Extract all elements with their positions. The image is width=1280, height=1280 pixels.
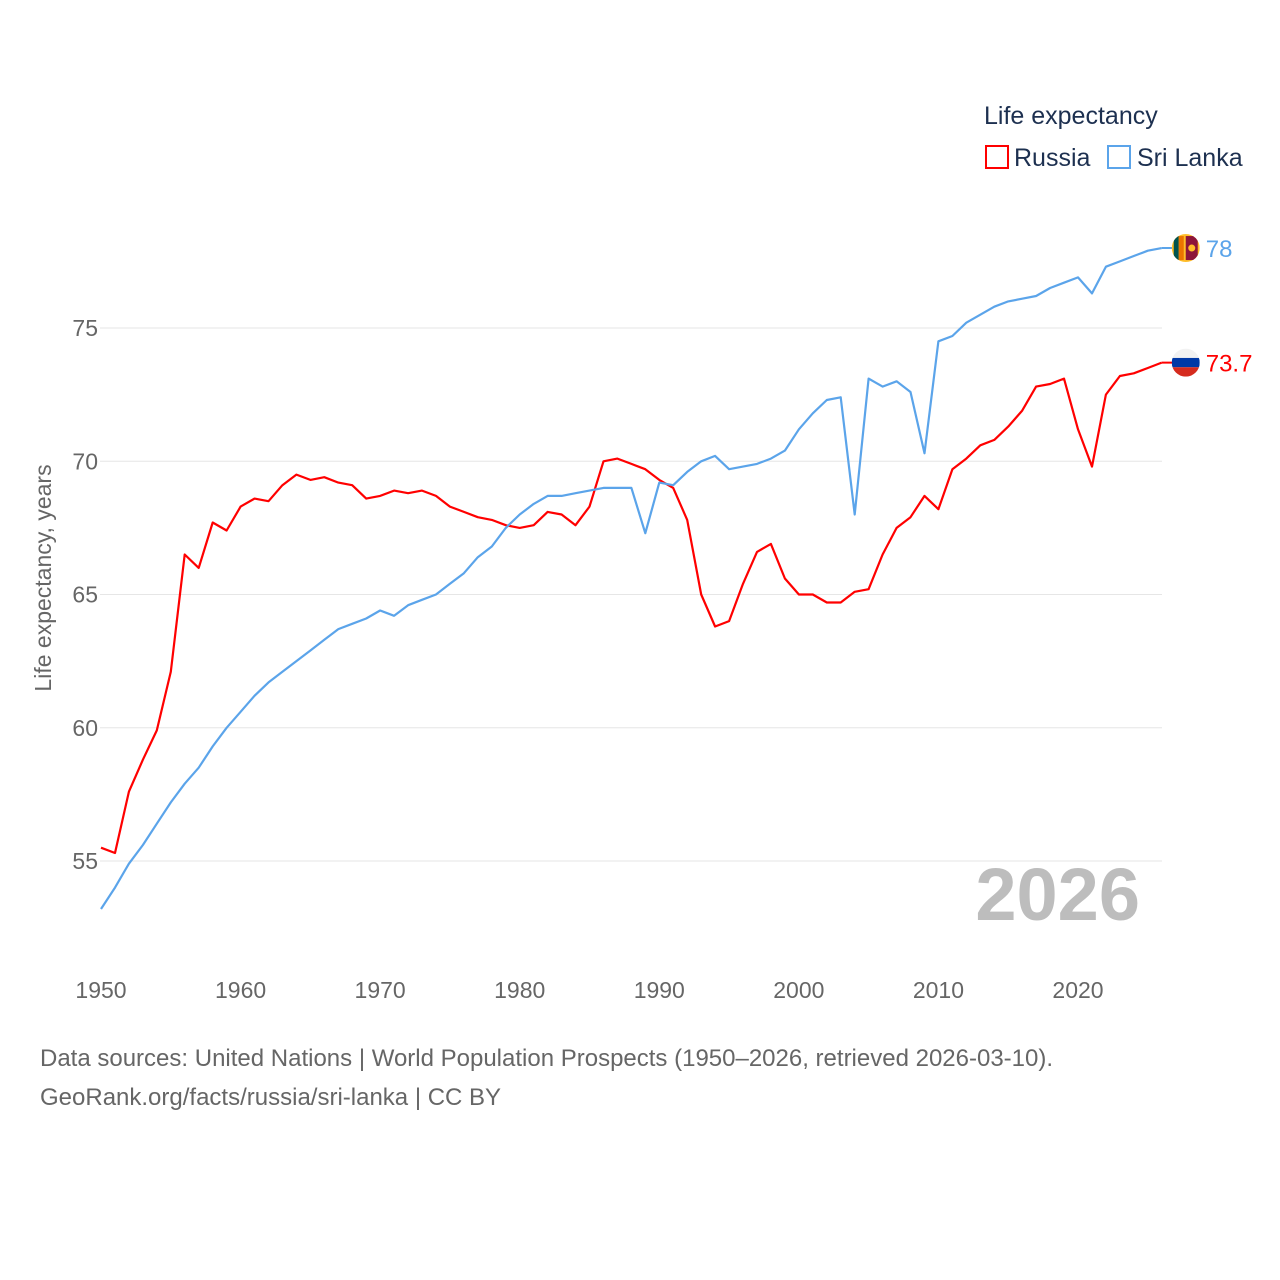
x-tick-label: 2010 [913, 977, 964, 1003]
flag-body [1171, 348, 1200, 377]
y-tick-label: 65 [72, 582, 98, 608]
flag-body [1171, 234, 1200, 263]
legend-swatch-sri-lanka [1107, 145, 1131, 169]
flag-stripe-blue [1171, 357, 1200, 368]
end-labels: 73.7 78 [1161, 234, 1253, 378]
x-tick-label: 1960 [215, 977, 266, 1003]
year-watermark: 2026 [975, 853, 1140, 936]
flag-green [1173, 236, 1179, 261]
end-value-label-russia: 73.7 [1206, 351, 1253, 378]
legend-item-russia[interactable]: Russia [985, 144, 1091, 172]
x-tick-label: 2000 [773, 977, 824, 1003]
series-line-russia [100, 361, 1163, 855]
end-value-label-sri-lanka: 78 [1206, 236, 1233, 263]
legend-label-sri-lanka: Sri Lanka [1137, 144, 1243, 172]
x-tick-label: 1970 [355, 977, 406, 1003]
y-tick-label: 75 [72, 315, 98, 341]
x-axis: 1950 1960 1970 1980 1990 2000 2010 2020 [75, 977, 1103, 1003]
flag-sri-lanka-icon [1171, 234, 1200, 263]
flag-orange [1178, 236, 1184, 261]
y-tick-label: 60 [72, 715, 98, 741]
y-axis-label: Life expectancy, years [30, 464, 56, 691]
y-axis: 55 60 65 70 75 [72, 315, 98, 874]
grid [100, 327, 1162, 862]
flag-stripe-white [1171, 348, 1200, 358]
legend-label-russia: Russia [1014, 144, 1091, 172]
flag-stripe-red [1171, 367, 1200, 377]
series-line-sri-lanka [100, 247, 1162, 910]
footer-attribution[interactable]: GeoRank.org/facts/russia/sri-lanka | CC … [40, 1084, 502, 1111]
legend-title: Life expectancy [984, 102, 1158, 130]
y-tick-label: 70 [72, 448, 98, 474]
legend-swatch-russia [985, 145, 1009, 169]
flag-lion [1188, 244, 1196, 252]
legend-item-sri-lanka[interactable]: Sri Lanka [1107, 144, 1243, 172]
x-tick-label: 1990 [634, 977, 685, 1003]
x-tick-label: 1950 [75, 977, 126, 1003]
x-tick-label: 2020 [1052, 977, 1103, 1003]
y-tick-label: 55 [72, 848, 98, 874]
x-tick-label: 1980 [494, 977, 545, 1003]
series-lines [100, 247, 1163, 910]
flag-russia-icon [1171, 348, 1200, 377]
footer-sources: Data sources: United Nations | World Pop… [40, 1045, 1054, 1072]
